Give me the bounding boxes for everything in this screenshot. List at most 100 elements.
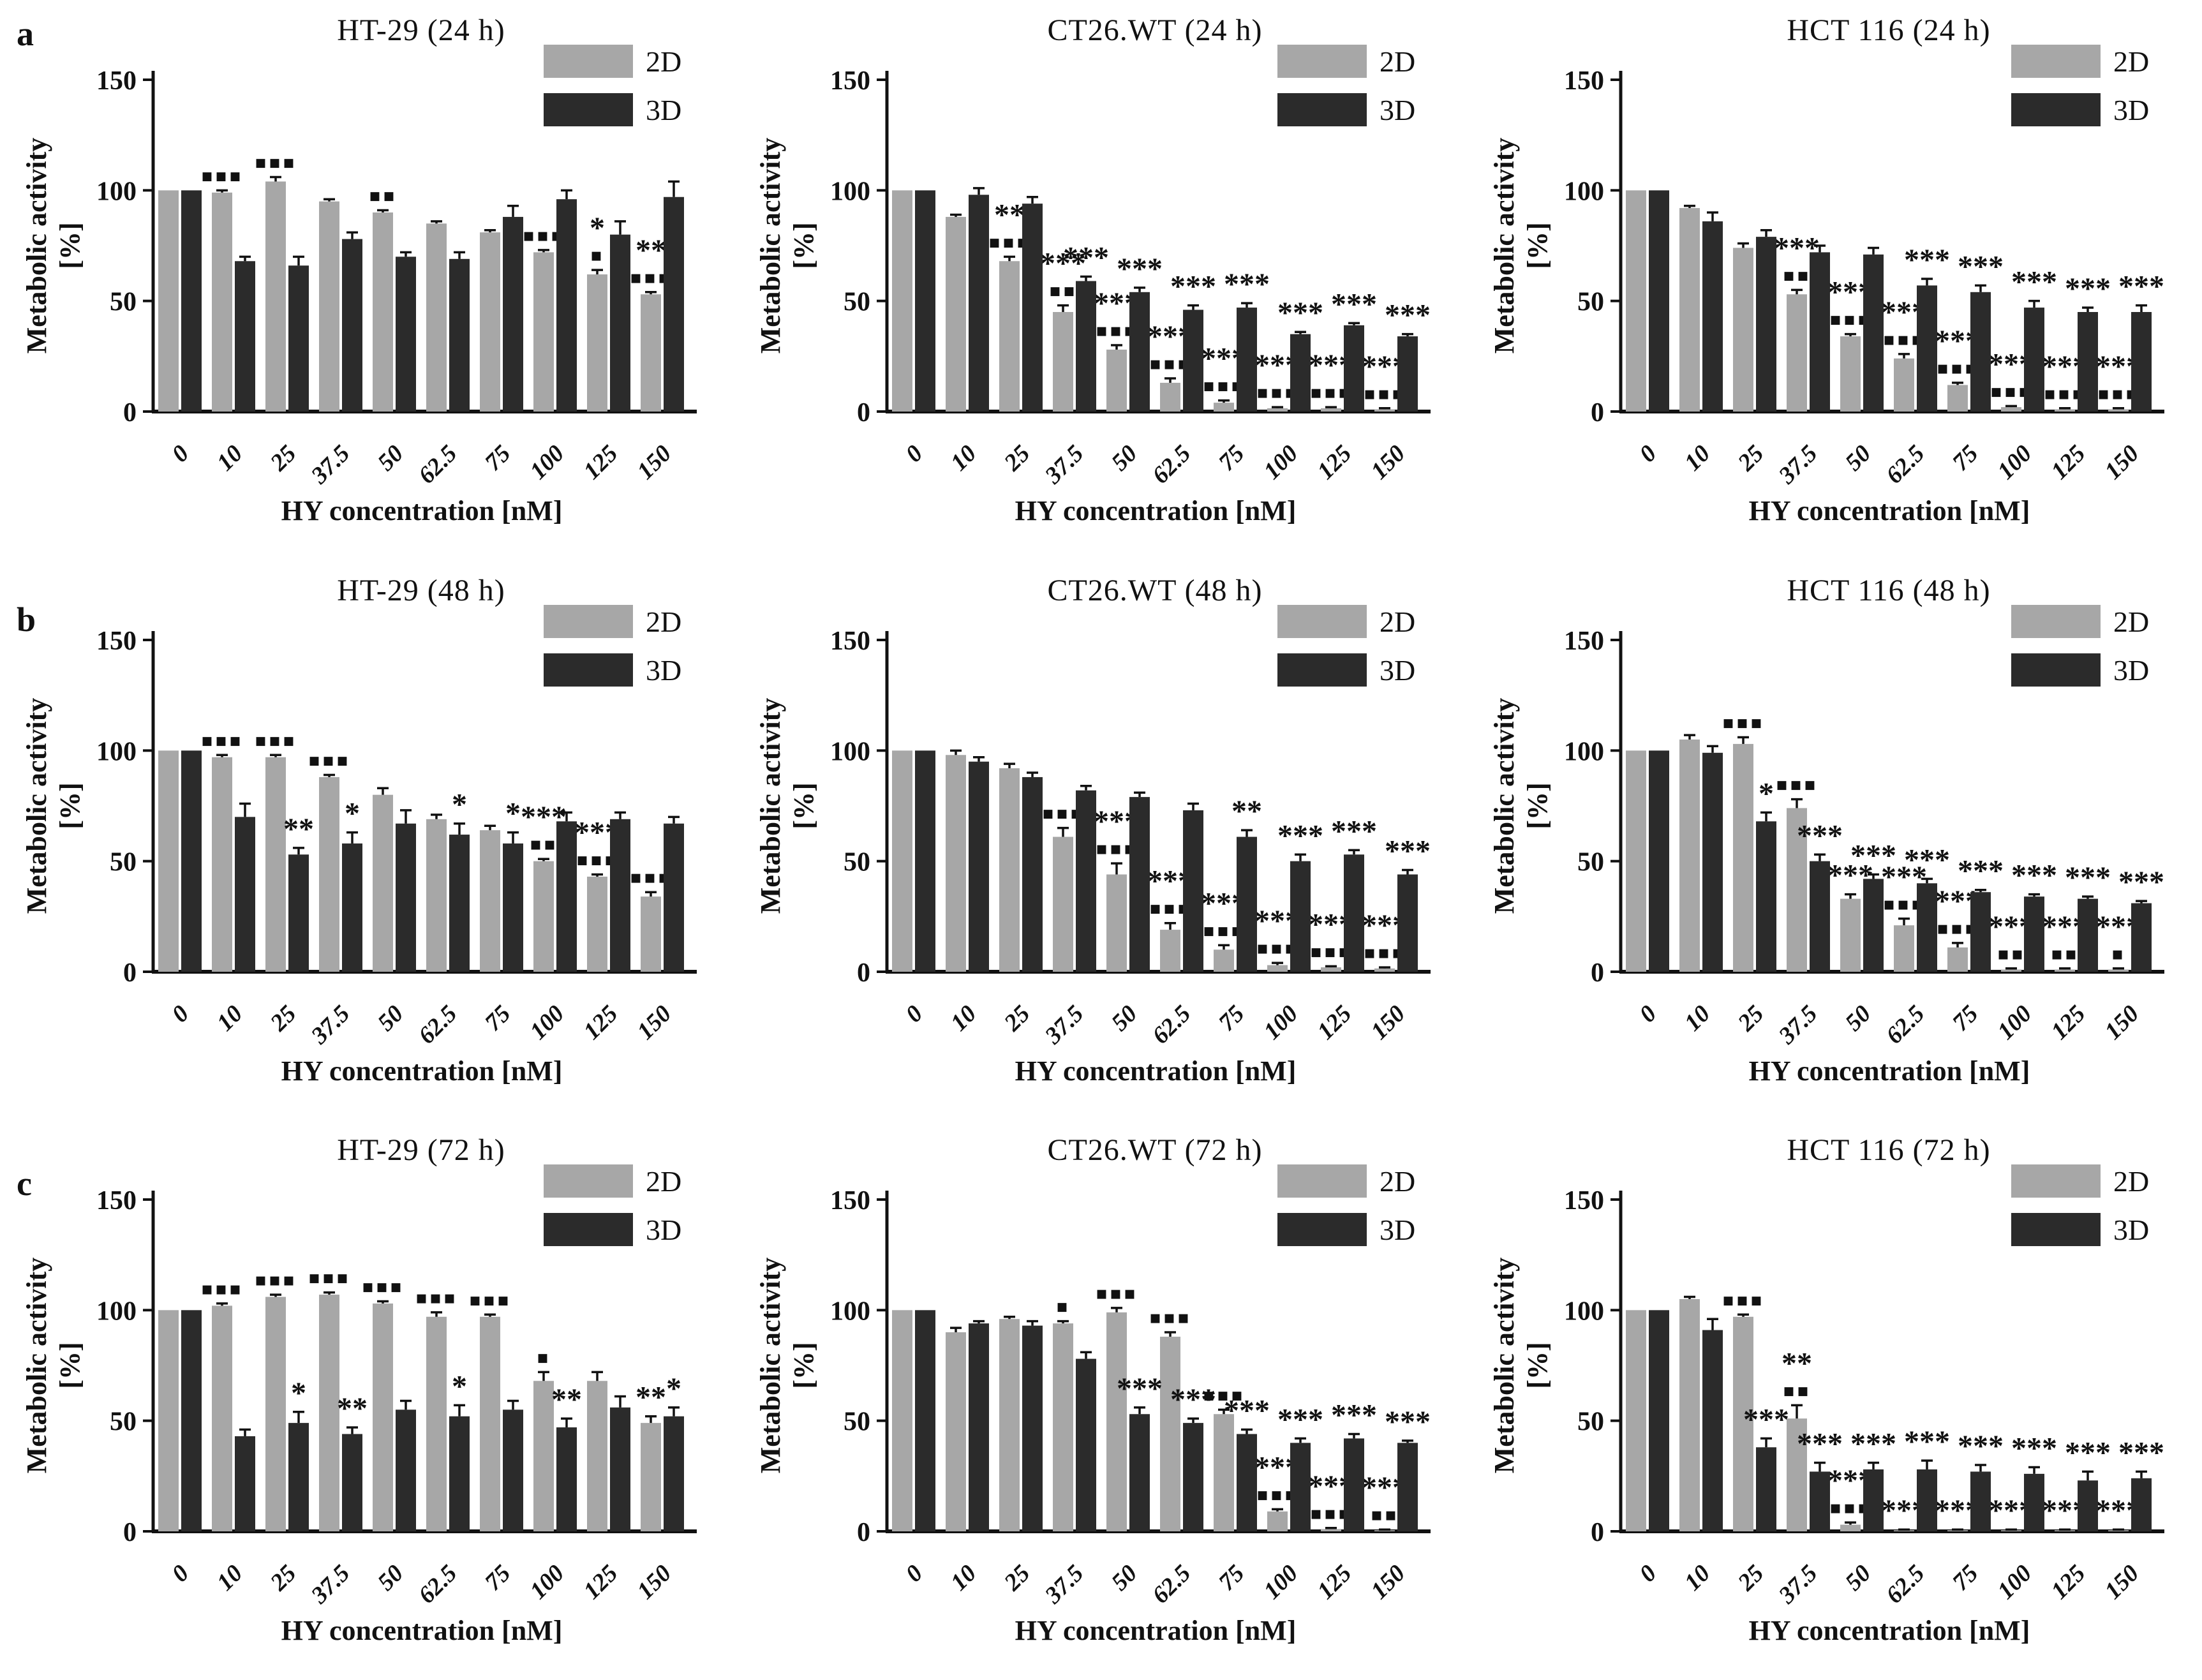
x-tick-label: 150 bbox=[632, 1000, 676, 1045]
x-tick-label: 37.5 bbox=[1773, 440, 1822, 489]
x-tick-label: 75 bbox=[1947, 1000, 1984, 1037]
x-tick-label: 75 bbox=[1214, 1000, 1250, 1037]
significance-dots: ▪▪ bbox=[369, 185, 397, 206]
legend-swatch-3d bbox=[544, 1213, 633, 1246]
bar-3d-125 bbox=[610, 234, 630, 412]
bar-3d-0 bbox=[915, 750, 935, 972]
x-axis-label: HY concentration [nM] bbox=[281, 1615, 563, 1646]
x-tick-label: 10 bbox=[1679, 1000, 1716, 1037]
bar-chart-ct26wt-48h: 050100150▪▪▪▪▪▪***▪▪▪***▪▪▪***▪▪▪***▪▪▪*… bbox=[755, 605, 1431, 1087]
bar-3d-25 bbox=[1756, 821, 1776, 972]
x-tick-label: 10 bbox=[946, 440, 982, 477]
y-tick-label: 50 bbox=[110, 288, 137, 317]
x-tick-label: 10 bbox=[212, 440, 248, 477]
bar-3d-37.5 bbox=[1076, 790, 1096, 972]
bar-2d-150 bbox=[641, 896, 661, 972]
bar-2d-100 bbox=[533, 1381, 554, 1531]
y-axis-label: Metabolic activity[%] bbox=[755, 698, 819, 914]
y-tick-label: 100 bbox=[830, 1297, 870, 1326]
bar-3d-0 bbox=[181, 750, 202, 972]
x-tick-label: 50 bbox=[1106, 440, 1143, 477]
bar-3d-25 bbox=[1022, 777, 1043, 972]
significance-asterisks: *** bbox=[1277, 296, 1323, 330]
significance-dots: ▪▪▪ bbox=[1937, 357, 1979, 378]
significance-dots: ▪▪▪ bbox=[201, 1278, 243, 1299]
x-tick-label: 100 bbox=[1992, 1560, 2037, 1605]
x-tick-label: 62.5 bbox=[1147, 1000, 1196, 1050]
panel-ht29-24h: 0 50 100 150 ▪▪▪ ▪▪▪ ▪▪ ▪▪▪ ▪ * ▪▪▪ ** 0 10 25 37.5 50 62… bbox=[0, 0, 734, 560]
bar-2d-50 bbox=[1106, 349, 1127, 412]
significance-asterisks: ** bbox=[337, 1392, 368, 1425]
y-axis-label: Metabolic activity[%] bbox=[21, 138, 86, 353]
significance-dots: ▪▪▪ bbox=[362, 1275, 404, 1297]
bar-2d-25 bbox=[1733, 1316, 1753, 1531]
bar-3d-62.5 bbox=[1183, 810, 1203, 972]
chart-title: HT-29 (24 h) bbox=[337, 13, 505, 47]
bar-3d-10 bbox=[235, 817, 255, 972]
x-tick-label: 150 bbox=[2099, 1560, 2144, 1605]
x-tick-label: 62.5 bbox=[1147, 440, 1196, 489]
bar-3d-75 bbox=[1970, 292, 1991, 412]
x-tick-label: 150 bbox=[2099, 1000, 2144, 1045]
significance-dots: ▪▪▪ bbox=[1256, 382, 1298, 403]
bar-2d-150 bbox=[1374, 409, 1395, 412]
legend-label-3d: 3D bbox=[646, 1214, 681, 1246]
bar-3d-125 bbox=[610, 819, 630, 972]
bar-3d-37.5 bbox=[1810, 861, 1830, 972]
bar-2d-125 bbox=[587, 274, 607, 412]
bar-2d-50 bbox=[373, 794, 393, 972]
bar-3d-150 bbox=[664, 197, 684, 412]
significance-dots: ▪▪▪ bbox=[1364, 942, 1406, 963]
bar-3d-50 bbox=[1129, 292, 1150, 412]
x-tick-label: 125 bbox=[2046, 440, 2090, 485]
x-tick-label: 50 bbox=[373, 1000, 409, 1037]
bar-3d-25 bbox=[1022, 1325, 1043, 1531]
panel-ct26wt-72h: 0 50 100 150 ▪ ▪▪▪ ▪▪▪ ▪▪▪ ▪▪▪ *** ▪▪▪ *** ▪▪ *** *** *… bbox=[734, 1120, 1468, 1680]
chart-title: CT26.WT (72 h) bbox=[1047, 1133, 1263, 1167]
significance-dots: ▪▪▪ bbox=[1149, 898, 1191, 919]
panel-letter-b: b bbox=[17, 600, 36, 639]
bar-3d-150 bbox=[1397, 336, 1418, 412]
y-tick-label: 100 bbox=[830, 177, 870, 206]
x-axis-label: HY concentration [nM] bbox=[281, 1055, 563, 1087]
bar-3d-62.5 bbox=[449, 1416, 470, 1531]
legend-label-3d: 3D bbox=[646, 94, 681, 126]
significance-dots: ▪▪▪ bbox=[1937, 918, 1979, 939]
x-tick-label: 75 bbox=[480, 1000, 516, 1037]
significance-asterisks: * bbox=[1759, 777, 1774, 810]
x-tick-label: 62.5 bbox=[413, 1000, 463, 1050]
bar-2d-10 bbox=[1679, 1299, 1700, 1531]
x-tick-label: 75 bbox=[480, 1560, 516, 1596]
legend-label-2d: 2D bbox=[646, 45, 681, 78]
bar-2d-100 bbox=[1267, 965, 1288, 972]
x-tick-label: 0 bbox=[900, 1560, 928, 1587]
legend-label-2d: 2D bbox=[1380, 45, 1415, 78]
legend-swatch-2d bbox=[544, 45, 633, 78]
y-axis-label: Metabolic activity[%] bbox=[1489, 1258, 1553, 1473]
bar-2d-10 bbox=[212, 192, 232, 412]
y-tick-label: 150 bbox=[96, 66, 137, 96]
significance-dots: ▪▪ bbox=[1997, 943, 2025, 964]
y-tick-label: 150 bbox=[830, 1186, 870, 1215]
bar-2d-50 bbox=[373, 212, 393, 412]
x-tick-label: 50 bbox=[373, 1560, 409, 1596]
x-tick-label: 62.5 bbox=[1881, 1560, 1930, 1609]
significance-asterisks: ** bbox=[994, 198, 1025, 232]
x-tick-label: 150 bbox=[1365, 1560, 1410, 1605]
bar-3d-50 bbox=[1863, 1469, 1884, 1531]
significance-asterisks: * bbox=[452, 1369, 467, 1403]
bar-2d-50 bbox=[1106, 1312, 1127, 1531]
x-tick-label: 0 bbox=[167, 440, 194, 468]
x-tick-label: 25 bbox=[265, 1560, 301, 1596]
significance-dots: ▪▪▪ bbox=[1722, 712, 1764, 733]
legend-label-2d: 2D bbox=[1380, 606, 1415, 638]
bar-2d-25 bbox=[1733, 743, 1753, 972]
y-tick-label: 0 bbox=[1591, 398, 1604, 427]
significance-dots: ▪▪ bbox=[1371, 1504, 1399, 1525]
x-tick-label: 37.5 bbox=[306, 1000, 355, 1050]
x-tick-label: 25 bbox=[265, 440, 301, 477]
bar-2d-100 bbox=[533, 252, 554, 412]
bar-3d-50 bbox=[1863, 879, 1884, 972]
significance-asterisks: *** bbox=[1850, 838, 1896, 872]
